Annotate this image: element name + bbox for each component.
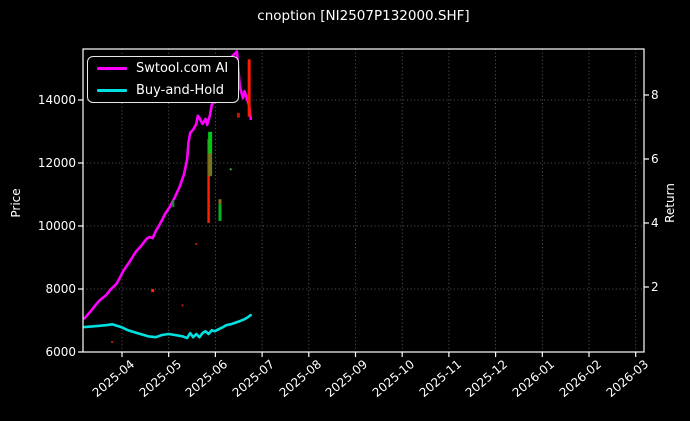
y-tick-label: 6000 [45,345,76,359]
y-tick-label: 8000 [45,282,76,296]
y-tick-label: 8 [651,88,659,102]
buy-and-hold-line-swatch [97,88,127,93]
legend-label-buy-and-hold: Buy-and-Hold [136,83,225,98]
y-tick-label: 2 [651,280,659,294]
return-axis-label: Return [663,183,677,223]
legend-item-buy-and-hold: Buy-and-Hold [97,81,232,100]
ai-line-swatch [97,66,127,71]
price-axis-label: Price [9,188,23,218]
y-tick-label: 4 [651,216,659,230]
y-tick-label: 6 [651,152,659,166]
legend-label-ai: Swtool.com AI [136,61,229,76]
legend: Swtool.com AI Buy-and-Hold [87,56,239,103]
chart-title: cnoption [NI2507P132000.SHF] [257,8,470,24]
legend-item-ai: Swtool.com AI [97,59,232,78]
y-tick-label: 10000 [37,219,76,233]
y-tick-label: 12000 [37,156,76,170]
y-tick-label: 14000 [37,93,76,107]
